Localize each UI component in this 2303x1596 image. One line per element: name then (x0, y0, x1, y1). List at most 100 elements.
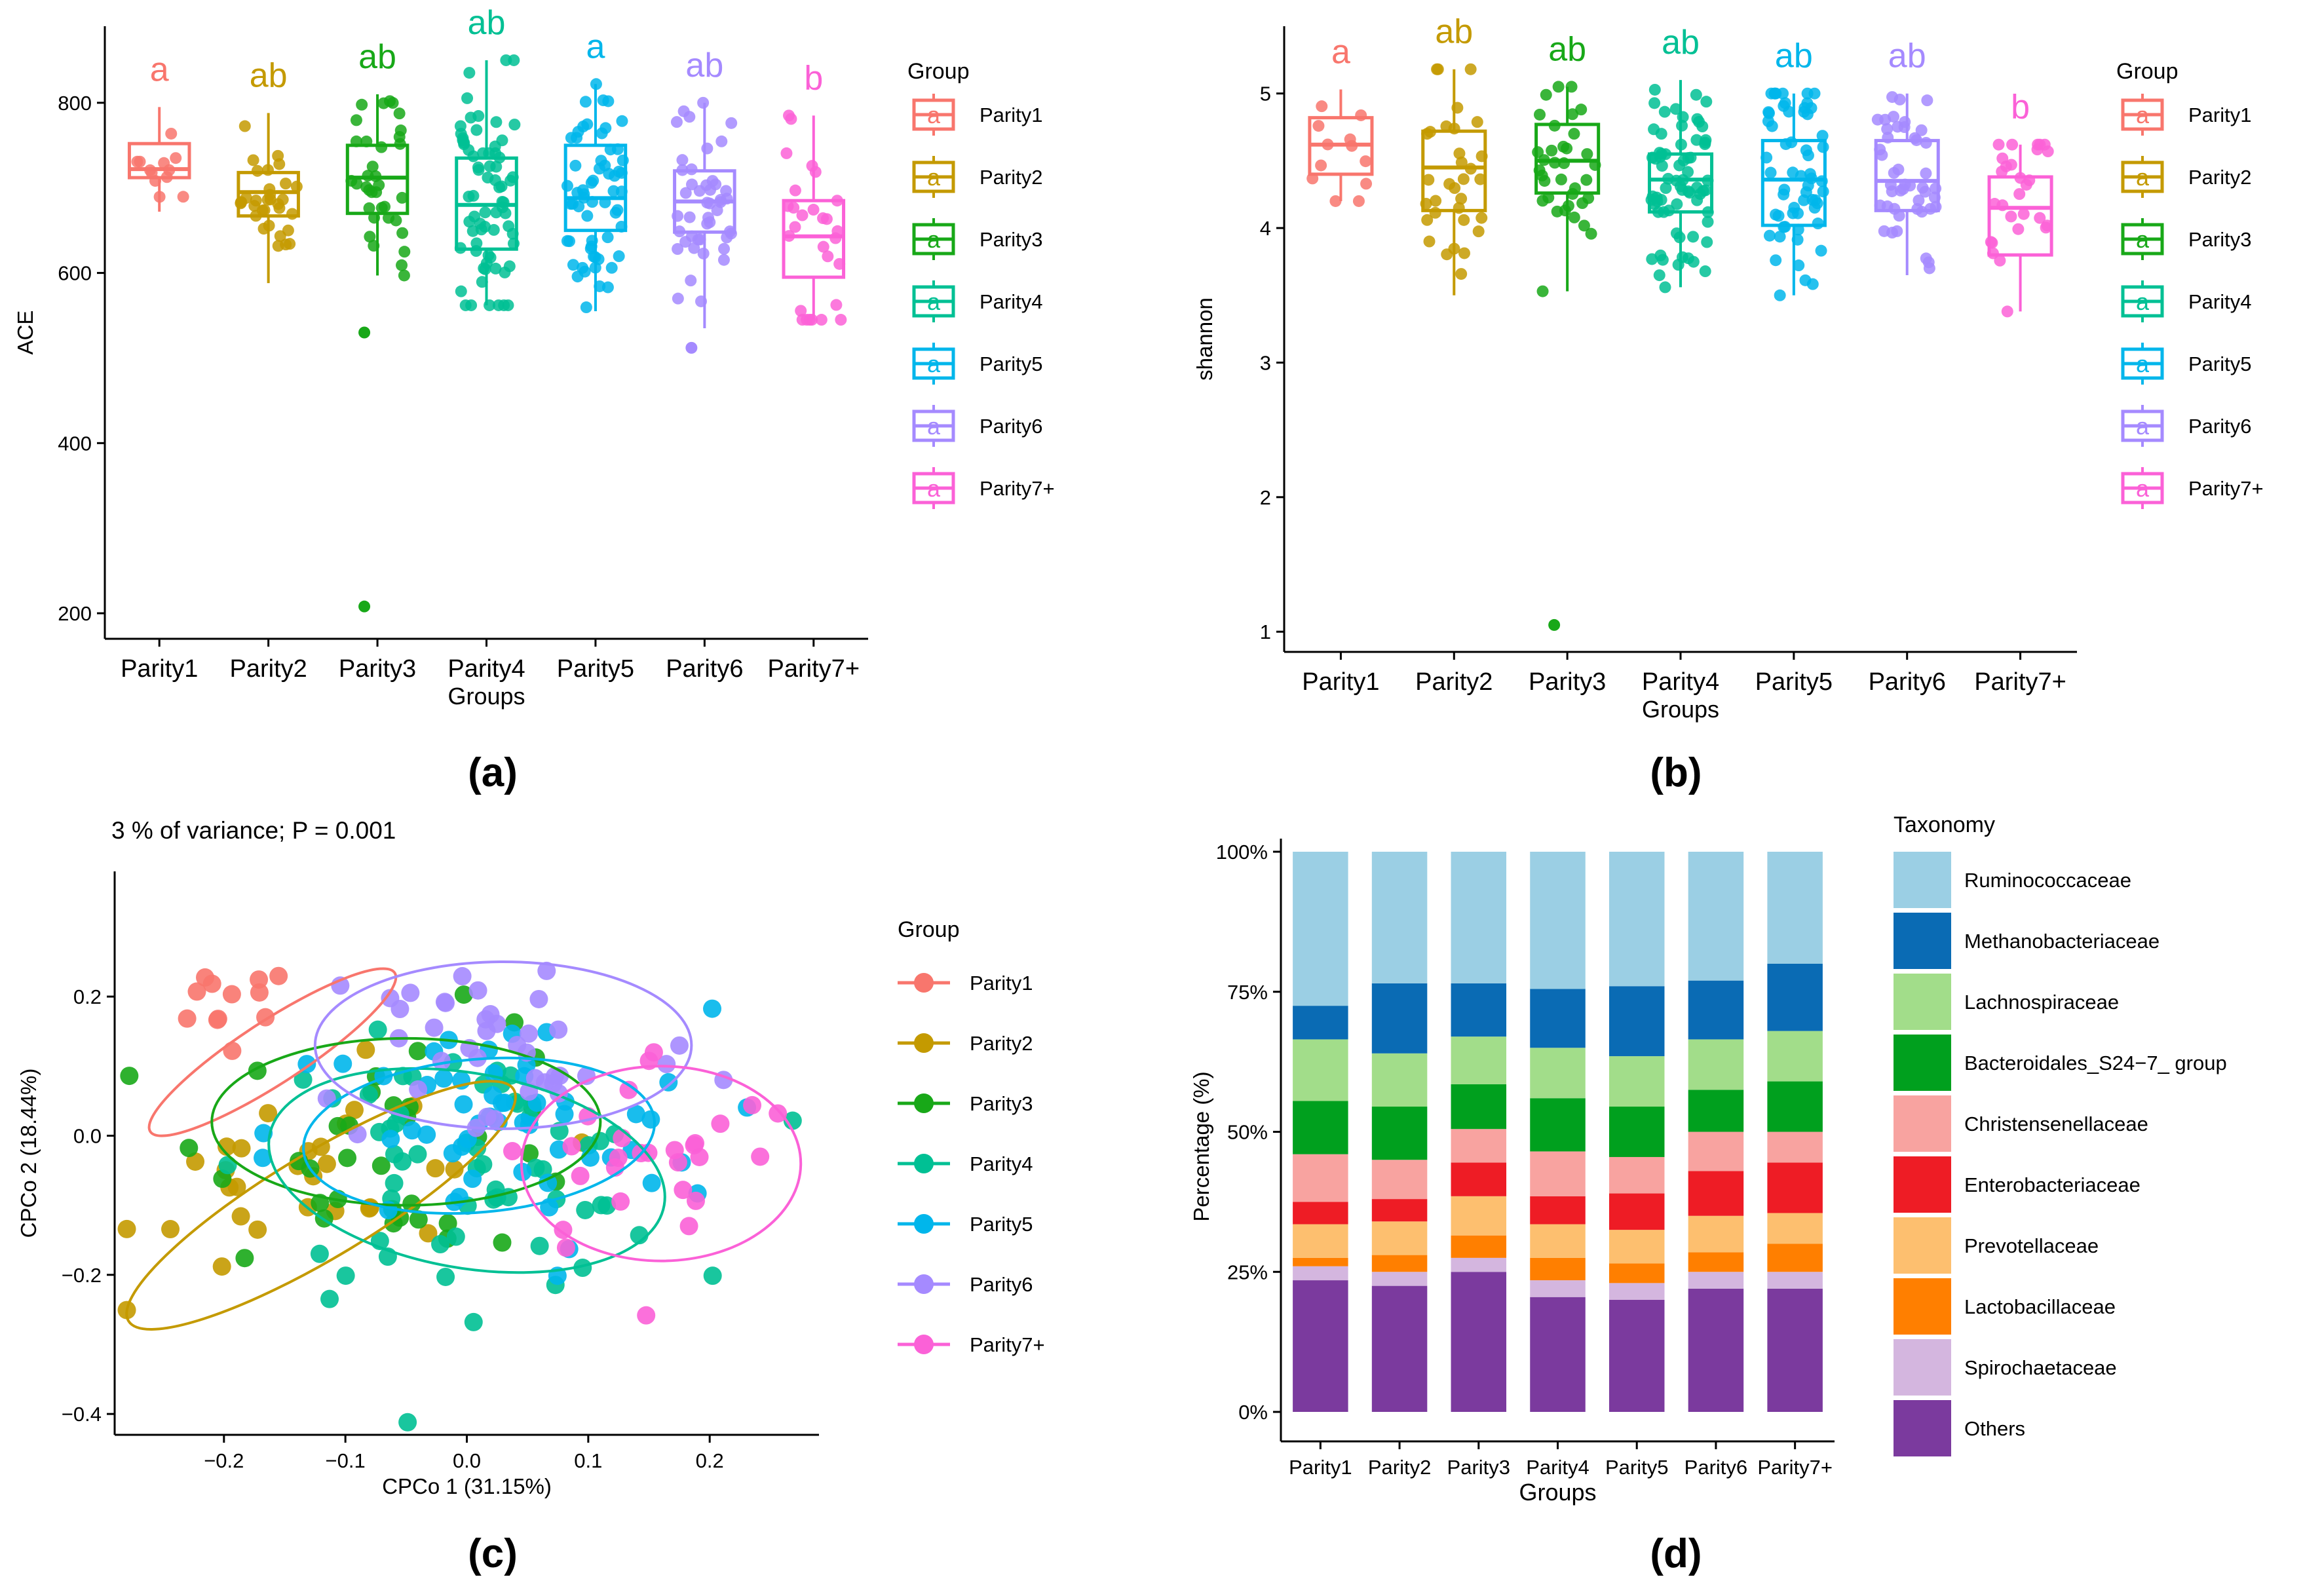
legend-swatch (1894, 1217, 1951, 1274)
legend-label: Parity1 (970, 972, 1033, 995)
legend-item-Parity1: a Parity1 (912, 94, 1042, 136)
data-point (490, 116, 503, 128)
data-point (1316, 100, 1328, 113)
data-point (470, 237, 483, 250)
bar-segment (1767, 1288, 1823, 1412)
legend-item-Parity2: Parity2 (898, 1032, 1033, 1055)
data-point (385, 1173, 404, 1192)
data-point (1658, 105, 1671, 118)
bar-segment (1371, 1107, 1428, 1160)
data-point (1762, 115, 1774, 128)
x-tick-label: Parity1 (1289, 1456, 1352, 1479)
data-point (1551, 205, 1563, 218)
data-point (117, 1219, 136, 1238)
legend-item: Christensenellaceae (1894, 1095, 2148, 1152)
data-point (725, 117, 738, 129)
data-point (317, 1089, 336, 1108)
data-point (208, 1010, 227, 1029)
y-tick-label: 4 (1260, 217, 1271, 240)
data-point (1306, 172, 1319, 185)
bar-segment (1293, 1006, 1348, 1040)
data-point (1671, 198, 1683, 210)
data-point (1805, 102, 1818, 114)
data-point (310, 1244, 329, 1263)
legend-item-Parity6: Parity6 (898, 1273, 1033, 1296)
bar-segment (1451, 1036, 1507, 1084)
data-point (751, 1147, 770, 1166)
legend-label: Parity6 (970, 1273, 1033, 1296)
legend-label: Parity7+ (2188, 477, 2264, 500)
data-point (1569, 182, 1581, 195)
bar-segment (1293, 1280, 1348, 1412)
data-point (1646, 253, 1658, 265)
bar-segment (1530, 1196, 1586, 1225)
data-point (674, 1181, 693, 1200)
data-point (1430, 195, 1442, 207)
data-point (544, 1074, 563, 1093)
box-Parity5: a (561, 28, 629, 314)
legend-label: Parity5 (2188, 352, 2251, 375)
data-point (581, 210, 594, 222)
significance-letter: ab (1548, 30, 1586, 68)
bar-segment (1371, 1053, 1428, 1107)
data-point (1659, 281, 1671, 294)
data-point (672, 292, 684, 305)
data-point (396, 191, 408, 204)
data-point (235, 197, 247, 210)
stacked-bar-Parity4 (1530, 852, 1586, 1412)
data-point (1763, 229, 1776, 242)
outlier-point (358, 326, 371, 339)
data-point (686, 1191, 705, 1210)
legend-item-Parity1: a Parity1 (2121, 94, 2251, 136)
legend-key-letter: a (927, 102, 941, 128)
x-tick-label: Parity6 (1684, 1456, 1747, 1479)
data-point (398, 269, 410, 282)
data-point (1699, 265, 1711, 278)
data-point (561, 180, 573, 192)
data-point (581, 1148, 600, 1167)
data-point (795, 305, 807, 317)
data-point (537, 961, 556, 980)
panel-a-ace-boxplot: 200 400 600 800 Parity1 Parity2 Parity3 Parity4… (13, 4, 1055, 710)
data-point (561, 235, 573, 247)
legend-item-Parity4: a Parity4 (2121, 280, 2251, 322)
data-point (1778, 183, 1791, 196)
data-point (250, 970, 269, 989)
data-point (320, 1289, 339, 1308)
data-point (263, 219, 275, 232)
y-tick-label: 100% (1216, 841, 1268, 864)
data-point (594, 280, 606, 292)
data-point (679, 187, 692, 199)
significance-letter: a (586, 28, 605, 66)
legend-title: Group (2116, 59, 2179, 84)
data-point (1453, 202, 1465, 214)
legend-label: Enterobacteriaceae (1964, 1173, 2141, 1196)
bar-segment (1371, 1160, 1428, 1200)
data-point (356, 1040, 375, 1059)
data-point (597, 94, 609, 107)
x-tick-label: Parity1 (121, 655, 198, 683)
legend-label: Lachnospiraceae (1964, 991, 2119, 1014)
data-point (1899, 178, 1911, 191)
data-point (1792, 223, 1804, 236)
legend-item-Parity3: Parity3 (898, 1092, 1033, 1115)
data-point (1924, 202, 1937, 215)
data-point (1806, 278, 1819, 290)
data-point (463, 1169, 482, 1188)
data-point (438, 1214, 457, 1233)
data-point (605, 261, 618, 274)
data-point (1540, 88, 1552, 101)
data-point (579, 96, 592, 108)
legend-label: Parity1 (980, 104, 1042, 126)
data-point (493, 1093, 512, 1112)
box-Parity2: ab (1420, 13, 1488, 295)
bar-segment (1451, 1129, 1507, 1163)
data-point (454, 985, 473, 1004)
data-point (2006, 138, 2019, 151)
data-point (1996, 199, 2009, 212)
legend-key-dot (914, 1335, 934, 1354)
data-point (359, 1086, 378, 1105)
data-point (611, 1192, 630, 1211)
data-point (1702, 206, 1714, 218)
data-point (248, 1220, 267, 1239)
